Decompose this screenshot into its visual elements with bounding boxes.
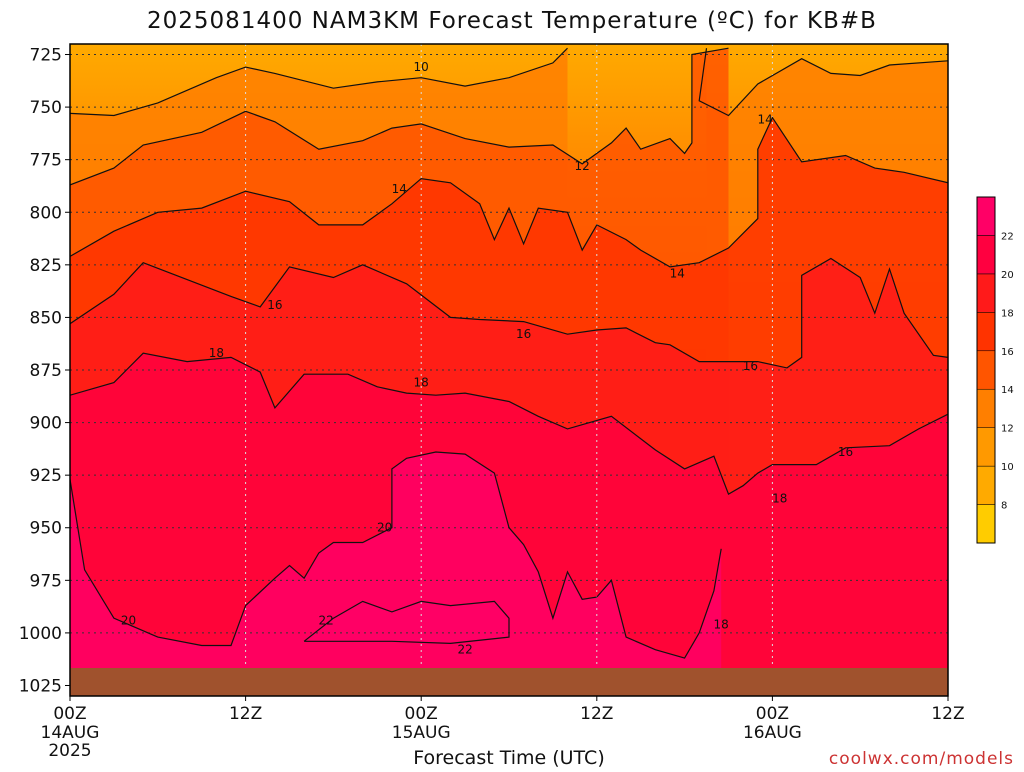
contour-label-3: 14 (392, 182, 407, 196)
y-tick-label-900: 900 (30, 414, 62, 434)
contour-label-12: 18 (714, 617, 729, 631)
ground-surface (70, 668, 948, 696)
x-tick-label-5: 12Z (931, 704, 964, 724)
y-tick-label-875: 875 (30, 361, 62, 381)
y-tick-label-750: 750 (30, 98, 62, 118)
colorbar-tick-12: 12 (1001, 424, 1014, 435)
colorbar-swatch-7 (976, 235, 996, 275)
x-tick-label-1: 12Z (229, 704, 262, 724)
contour-line-22 (303, 600, 510, 645)
contour-label-14: 20 (121, 613, 136, 627)
y-tick-label-975: 975 (30, 571, 62, 591)
y-tick-label-850: 850 (30, 308, 62, 328)
colorbar-swatch-3 (976, 388, 996, 428)
colorbar-swatch-6 (976, 273, 996, 313)
contour-label-1: 12 (575, 159, 590, 173)
contour-label-6: 16 (516, 327, 531, 341)
x-axis-label: Forecast Time (UTC) (413, 747, 604, 768)
colorbar-swatch-2 (976, 427, 996, 467)
y-tick-label-825: 825 (30, 256, 62, 276)
contour-label-13: 20 (377, 521, 392, 535)
colorbar-tick-10: 10 (1001, 462, 1014, 473)
contour-label-7: 16 (743, 359, 758, 373)
contour-line-16 (70, 257, 948, 369)
y-tick-label-950: 950 (30, 519, 62, 539)
y-tick-label-725: 725 (30, 46, 62, 66)
temperature-band-20 (70, 452, 722, 696)
site-credit: coolwx.com/models (829, 749, 1014, 768)
x-tick-label-0: 00Z (53, 704, 86, 724)
contour-label-9: 18 (209, 346, 224, 360)
contour-label-8: 16 (838, 445, 853, 459)
y-tick-label-1000: 1000 (19, 624, 62, 644)
x-tick-date-4: 16AUG (743, 723, 802, 743)
colorbar-swatch-1 (976, 465, 996, 505)
colorbar-frame (976, 196, 996, 544)
contour-line-12 (70, 47, 729, 186)
x-tick-label-2: 00Z (405, 704, 438, 724)
contour-lines (70, 47, 948, 659)
contour-line-14 (70, 116, 948, 268)
colorbar-tick-14: 14 (1001, 385, 1014, 396)
chart-title: 2025081400 NAM3KM Forecast Temperature (… (147, 8, 877, 34)
contour-label-4: 14 (670, 266, 685, 280)
contour-label-2: 14 (757, 113, 772, 127)
x-tick-label-3: 12Z (580, 704, 613, 724)
contour-label-16: 22 (457, 643, 472, 657)
colorbar-swatch-0 (976, 504, 996, 544)
colorbar-swatch-8 (976, 196, 996, 236)
temperature-band-22 (304, 601, 509, 644)
temperature-fill-layer (70, 48, 948, 696)
colorbar-tick-16: 16 (1001, 347, 1014, 358)
y-tick-label-1025: 1025 (19, 676, 62, 696)
contour-line-18 (70, 352, 948, 495)
contour-label-0: 10 (414, 60, 429, 74)
contour-label-11: 18 (772, 491, 787, 505)
colorbar-tick-20: 20 (1001, 270, 1014, 281)
x-tick-label-4: 00Z (756, 704, 789, 724)
x-tick-date-0: 14AUG (41, 723, 100, 743)
colorbar-tick-22: 22 (1001, 231, 1014, 242)
y-tick-label-800: 800 (30, 203, 62, 223)
contour-label-10: 18 (414, 376, 429, 390)
y-axis: 725 750 775 800 825 850 875 900 925 950 975 1000 102… (19, 46, 70, 696)
contour-line-10 (698, 48, 948, 117)
y-tick-label-925: 925 (30, 466, 62, 486)
colorbar: 8 10 12 14 16 18 20 22 (976, 196, 1014, 544)
contour-line-10 (70, 47, 568, 117)
contour-label-15: 22 (318, 613, 333, 627)
colorbar-tick-8: 8 (1001, 501, 1007, 512)
contour-line-20 (70, 451, 722, 659)
y-tick-label-775: 775 (30, 151, 62, 171)
contour-label-5: 16 (267, 298, 282, 312)
contour-labels: 10 12 14 14 14 16 16 16 16 18 18 18 18 20 20 22 22 (121, 60, 853, 657)
x-tick-date-2: 15AUG (392, 723, 451, 743)
colorbar-swatch-5 (976, 312, 996, 352)
x-tick-year-0: 2025 (48, 741, 91, 761)
colorbar-swatch-4 (976, 350, 996, 390)
colorbar-tick-18: 18 (1001, 308, 1014, 319)
